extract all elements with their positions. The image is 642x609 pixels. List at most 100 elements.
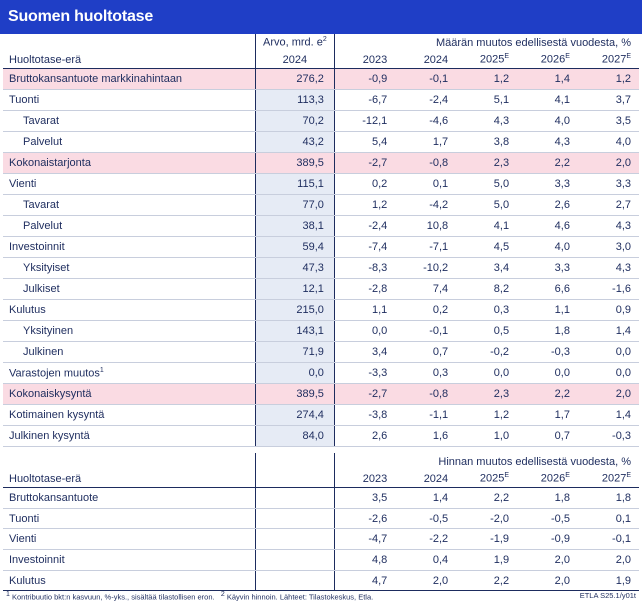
change-cell: 1,8 <box>577 487 639 509</box>
change-cell: -12,1 <box>333 110 396 132</box>
table-row: Julkiset 12,1 -2,8 7,4 8,2 6,6 -1,6 <box>3 278 639 300</box>
change-cell: 1,9 <box>456 549 518 571</box>
header-spacer <box>254 470 335 488</box>
change-cell: 1,2 <box>456 404 518 426</box>
change-cell: 3,4 <box>456 257 518 279</box>
change-cell: 1,8 <box>517 320 578 342</box>
change-cell: 5,0 <box>456 173 518 195</box>
year-header: 2026E <box>517 51 578 69</box>
table-row: Investoinnit 59,4 -7,4 -7,1 4,5 4,0 3,0 <box>3 236 639 258</box>
arvo-header: Arvo, mrd. e2 <box>254 34 335 51</box>
table-row: Vienti -4,7 -2,2 -1,9 -0,9 -0,1 <box>3 528 639 551</box>
change-cell: -4,2 <box>395 194 457 216</box>
table-row: Yksityinen 143,1 0,0 -0,1 0,5 1,8 1,4 <box>3 320 639 342</box>
column-name-header: Huoltotase-erä <box>3 51 256 69</box>
change-cell: -2,4 <box>395 89 457 111</box>
value-cell: 389,5 <box>254 383 335 405</box>
change-cell: 0,0 <box>333 320 396 342</box>
change-cell: 3,0 <box>577 236 639 258</box>
change-cell: 6,6 <box>517 278 578 300</box>
change-cell: 4,5 <box>456 236 518 258</box>
change-cell: -2,2 <box>395 528 457 551</box>
change-cell: -7,1 <box>395 236 457 258</box>
footer: 1 Kontribuutio bkt:n kasvuun, %-yks., si… <box>6 591 636 602</box>
row-label: Kulutus <box>3 570 256 592</box>
change-cell: -0,1 <box>577 528 639 551</box>
change-cell: 7,4 <box>395 278 457 300</box>
change-cell: 2,7 <box>577 194 639 216</box>
table-row: Palvelut 38,1 -2,4 10,8 4,1 4,6 4,3 <box>3 215 639 237</box>
empty-cell <box>254 528 335 551</box>
value-cell: 389,5 <box>254 152 335 174</box>
change-cell: -2,4 <box>333 215 396 237</box>
volume-change-header: Määrän muutos edellisestä vuodesta, % <box>333 34 639 51</box>
change-cell: 3,3 <box>517 257 578 279</box>
table-row: Tavarat 70,2 -12,1 -4,6 4,3 4,0 3,5 <box>3 110 639 132</box>
change-cell: 4,1 <box>517 89 578 111</box>
change-cell: 4,8 <box>333 549 396 571</box>
change-cell: -8,3 <box>333 257 396 279</box>
row-label: Tavarat <box>3 110 256 132</box>
price-change-header: Hinnan muutos edellisestä vuodesta, % <box>333 453 639 470</box>
footnotes: 1 Kontribuutio bkt:n kasvuun, %-yks., si… <box>6 591 374 602</box>
change-cell: -3,8 <box>333 404 396 426</box>
table-row: Palvelut 43,2 5,4 1,7 3,8 4,3 4,0 <box>3 131 639 153</box>
table-row: Tavarat 77,0 1,2 -4,2 5,0 2,6 2,7 <box>3 194 639 216</box>
change-cell: 1,7 <box>395 131 457 153</box>
empty-cell <box>254 508 335 530</box>
title-bar: Suomen huoltotase <box>0 0 642 34</box>
change-cell: -0,8 <box>395 383 457 405</box>
page-title: Suomen huoltotase <box>8 8 154 25</box>
change-cell: -7,4 <box>333 236 396 258</box>
row-label: Vienti <box>3 528 256 551</box>
empty-cell <box>254 570 335 592</box>
change-cell: -0,1 <box>395 68 457 90</box>
change-cell: 5,1 <box>456 89 518 111</box>
table-row: Varastojen muutos1 0,0 -3,3 0,3 0,0 0,0 0,0 <box>3 362 639 384</box>
change-cell: 0,2 <box>395 299 457 321</box>
table-row: Bruttokansantuote 3,5 1,4 2,2 1,8 1,8 <box>3 487 639 509</box>
change-cell: 1,8 <box>517 487 578 509</box>
table-row: Kokonaistarjonta 389,5 -2,7 -0,8 2,3 2,2 2,0 <box>3 152 639 174</box>
change-cell: -0,8 <box>395 152 457 174</box>
change-cell: 0,5 <box>456 320 518 342</box>
change-cell: 2,0 <box>517 570 578 592</box>
change-cell: -6,7 <box>333 89 396 111</box>
change-cell: 10,8 <box>395 215 457 237</box>
change-cell: 0,4 <box>395 549 457 571</box>
change-cell: -4,7 <box>333 528 396 551</box>
table-row: Julkinen kysyntä 84,0 2,6 1,6 1,0 0,7 -0,3 <box>3 425 639 447</box>
change-cell: 5,4 <box>333 131 396 153</box>
row-label: Julkinen kysyntä <box>3 425 256 447</box>
row-label: Investoinnit <box>3 236 256 258</box>
empty-cell <box>254 549 335 571</box>
change-cell: -3,3 <box>333 362 396 384</box>
year-header: 2025E <box>456 51 518 69</box>
change-cell: 0,2 <box>333 173 396 195</box>
row-label: Tavarat <box>3 194 256 216</box>
value-cell: 84,0 <box>254 425 335 447</box>
change-cell: 3,4 <box>333 341 396 363</box>
change-cell: -0,2 <box>456 341 518 363</box>
row-label: Investoinnit <box>3 549 256 571</box>
year-header: 2025E <box>456 470 518 488</box>
table-row: Vienti 115,1 0,2 0,1 5,0 3,3 3,3 <box>3 173 639 195</box>
value-cell: 43,2 <box>254 131 335 153</box>
value-cell: 59,4 <box>254 236 335 258</box>
table-row: Tuonti -2,6 -0,5 -2,0 -0,5 0,1 <box>3 508 639 530</box>
change-cell: 4,1 <box>456 215 518 237</box>
change-cell: 2,0 <box>577 549 639 571</box>
value-cell: 113,3 <box>254 89 335 111</box>
change-cell: 4,0 <box>517 236 578 258</box>
change-cell: 2,3 <box>456 383 518 405</box>
change-cell: -0,3 <box>577 425 639 447</box>
change-cell: 1,2 <box>456 68 518 90</box>
change-cell: -2,8 <box>333 278 396 300</box>
change-cell: -2,7 <box>333 152 396 174</box>
change-cell: 3,3 <box>517 173 578 195</box>
change-cell: -2,0 <box>456 508 518 530</box>
change-cell: 4,0 <box>517 110 578 132</box>
change-cell: 1,9 <box>577 570 639 592</box>
change-cell: 2,6 <box>517 194 578 216</box>
change-cell: 5,0 <box>456 194 518 216</box>
